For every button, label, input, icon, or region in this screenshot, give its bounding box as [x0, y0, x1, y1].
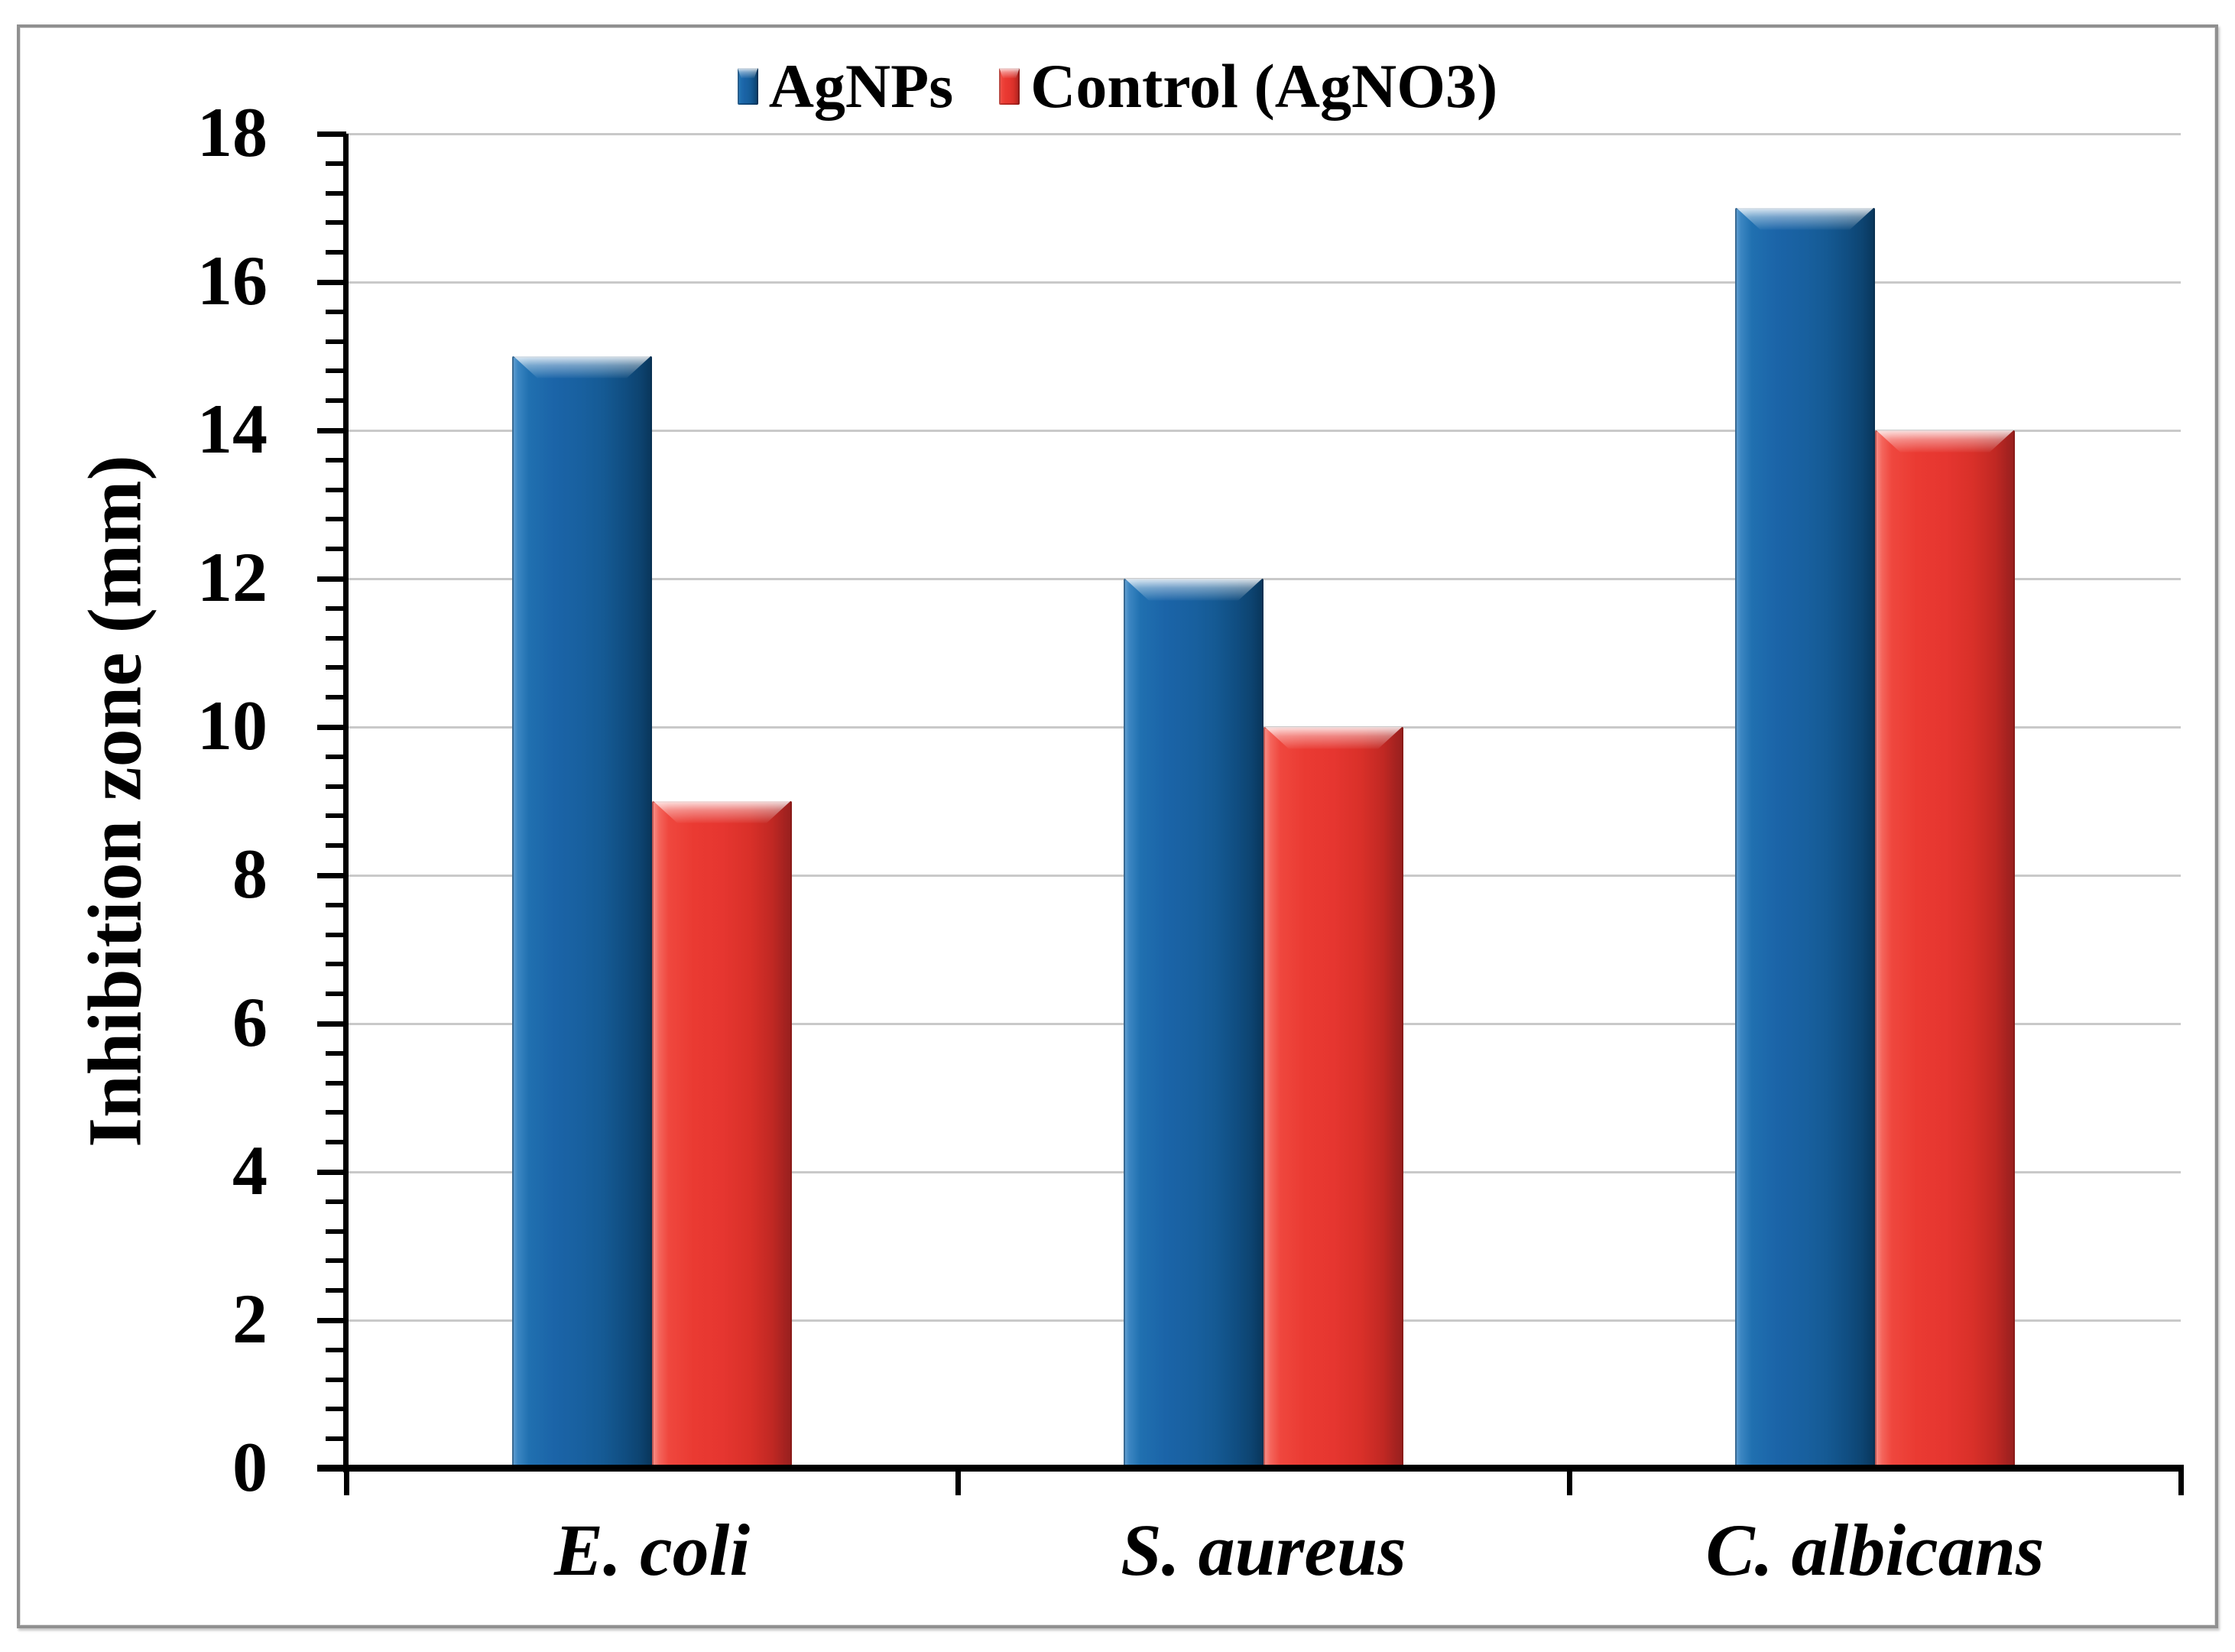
y-tick-label: 6	[232, 983, 268, 1061]
y-minor-tick	[326, 1110, 346, 1115]
legend-label: Control (AgNO3)	[1030, 51, 1498, 121]
legend-item: Control (AgNO3)	[999, 55, 1497, 118]
y-major-tick	[317, 131, 346, 137]
legend: AgNPs Control (AgNO3)	[0, 55, 2235, 118]
legend-marker-series-1	[999, 68, 1020, 105]
y-major-tick	[317, 1465, 346, 1472]
x-category-label: E. coli	[554, 1509, 750, 1591]
y-minor-tick	[326, 932, 346, 937]
bar-control-agno3-s-aureus	[1263, 727, 1403, 1469]
y-minor-tick	[326, 368, 346, 374]
bar-bevel-highlight	[653, 801, 791, 823]
y-tick-label: 12	[197, 538, 268, 616]
x-axis-line	[317, 1465, 2181, 1472]
y-minor-tick	[326, 339, 346, 344]
x-boundary-tick	[2178, 1465, 2184, 1495]
y-minor-tick	[326, 1258, 346, 1264]
gridline	[346, 577, 2181, 580]
y-tick-label: 16	[197, 242, 268, 320]
x-category-label: S. aureus	[1121, 1509, 1406, 1591]
gridline	[346, 132, 2181, 135]
y-minor-tick	[326, 902, 346, 907]
y-major-tick	[317, 576, 346, 582]
y-minor-tick	[326, 1140, 346, 1145]
y-major-tick	[317, 724, 346, 730]
y-minor-tick	[326, 1377, 346, 1382]
y-minor-tick	[326, 784, 346, 789]
legend-item: AgNPs	[737, 51, 954, 121]
y-tick-label: 2	[232, 1280, 268, 1358]
y-major-tick	[317, 279, 346, 285]
y-minor-tick	[326, 517, 346, 522]
y-minor-tick	[326, 1228, 346, 1234]
x-boundary-tick	[343, 1465, 349, 1495]
y-major-tick	[317, 1021, 346, 1027]
y-tick-label: 4	[232, 1131, 268, 1209]
y-major-tick	[317, 1317, 346, 1323]
y-minor-tick	[326, 754, 346, 759]
y-minor-tick	[326, 190, 346, 196]
y-minor-tick	[326, 1050, 346, 1056]
y-minor-tick	[326, 309, 346, 314]
y-tick-label: 0	[232, 1428, 268, 1506]
y-major-tick	[317, 427, 346, 433]
bar-bevel-highlight	[1736, 208, 1874, 230]
x-boundary-tick	[1566, 1465, 1572, 1495]
legend-marker-bevel	[737, 68, 758, 79]
y-major-tick	[317, 1169, 346, 1175]
y-minor-tick	[326, 487, 346, 492]
bar-bevel-highlight	[1876, 430, 2014, 453]
y-tick-label: 18	[197, 93, 268, 171]
bar-bevel-highlight	[1264, 727, 1403, 749]
y-minor-tick	[326, 1288, 346, 1293]
y-minor-tick	[326, 1199, 346, 1204]
x-boundary-tick	[955, 1465, 961, 1495]
y-tick-label: 8	[232, 835, 268, 913]
y-minor-tick	[326, 695, 346, 700]
y-minor-tick	[326, 1080, 346, 1086]
y-minor-tick	[326, 665, 346, 670]
y-minor-tick	[326, 962, 346, 967]
y-minor-tick	[326, 457, 346, 462]
bar-bevel-highlight	[513, 356, 651, 378]
y-minor-tick	[326, 1347, 346, 1352]
gridline	[346, 429, 2181, 432]
bar-control-agno3-c-albicans	[1875, 430, 2015, 1469]
y-major-tick	[317, 872, 346, 878]
y-minor-tick	[326, 250, 346, 255]
y-minor-tick	[326, 635, 346, 641]
y-minor-tick	[326, 1436, 346, 1442]
bar-agnps-s-aureus	[1124, 579, 1263, 1469]
y-tick-label: 10	[197, 686, 268, 764]
y-minor-tick	[326, 605, 346, 611]
bar-agnps-e-coli	[512, 356, 652, 1469]
y-minor-tick	[326, 843, 346, 849]
y-minor-tick	[326, 547, 346, 552]
y-minor-tick	[326, 992, 346, 997]
y-minor-tick	[326, 398, 346, 404]
y-axis-line	[343, 134, 349, 1472]
y-minor-tick	[326, 1407, 346, 1412]
bar-agnps-c-albicans	[1735, 208, 1875, 1469]
y-minor-tick	[326, 813, 346, 819]
x-category-label: C. albicans	[1705, 1509, 2045, 1591]
y-tick-label: 14	[197, 390, 268, 468]
y-minor-tick	[326, 161, 346, 166]
y-minor-tick	[326, 220, 346, 226]
bar-bevel-highlight	[1124, 579, 1263, 601]
legend-label: AgNPs	[768, 51, 954, 121]
legend-marker-series-0	[737, 68, 758, 105]
legend-marker-bevel	[999, 68, 1020, 79]
gridline	[346, 281, 2181, 284]
bar-control-agno3-e-coli	[652, 801, 792, 1469]
